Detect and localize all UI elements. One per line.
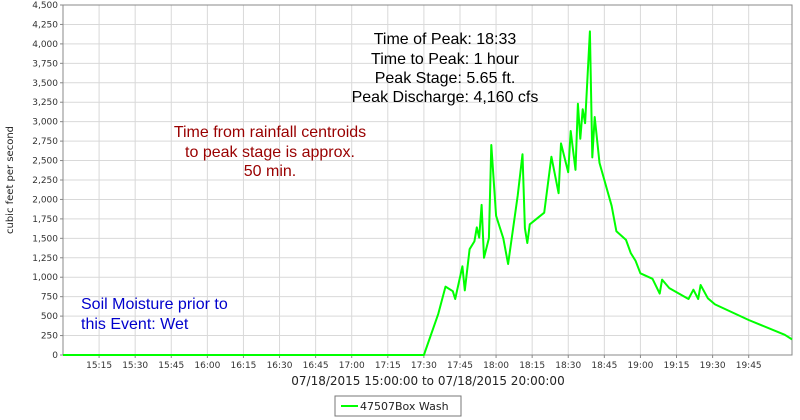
y-tick-label: 750 [41,293,58,303]
x-tick-label: 19:15 [664,361,690,371]
soil-annotation-line: Soil Moisture prior to [81,296,228,313]
x-tick-label: 17:15 [375,361,401,371]
x-tick-label: 17:45 [447,361,473,371]
y-tick-label: 4,250 [32,20,58,30]
y-tick-label: 1,750 [32,215,58,225]
soil-annotation: Soil Moisture prior to this Event: Wet [81,296,228,333]
y-tick-label: 3,250 [32,98,58,108]
y-tick-label: 250 [41,332,58,342]
y-tick-label: 4,500 [32,1,58,11]
rainfall-annotation-line: to peak stage is approx. [185,144,355,161]
y-tick-label: 3,000 [32,118,58,128]
soil-annotation-line: this Event: Wet [81,316,189,333]
y-axis-title: cubic feet per second [5,126,16,234]
y-tick-label: 0 [52,351,58,361]
y-tick-label: 2,000 [32,195,58,205]
x-tick-label: 15:15 [86,361,112,371]
y-tick-label: 500 [41,312,58,322]
y-tick-label: 1,000 [32,273,58,283]
x-tick-label: 19:45 [736,361,762,371]
y-tick-label: 1,500 [32,234,58,244]
x-tick-label: 16:45 [303,361,329,371]
x-tick-label: 17:30 [411,361,437,371]
legend-box [334,395,462,417]
y-axis: 0 250 500 750 1,000 1,250 1,500 1,750 2,000 2,250… [32,1,63,361]
y-tick-label: 3,750 [32,59,58,69]
y-tick-label: 2,500 [32,157,58,167]
rainfall-annotation: Time from rainfall centroids to peak sta… [174,124,366,180]
peak-annotation-line: Time of Peak: 18:33 [374,31,517,48]
y-tick-label: 4,000 [32,40,58,50]
y-tick-label: 3,500 [32,79,58,89]
x-axis: 15:15 15:30 15:45 16:00 16:15 16:30 16:45 17:00… [86,355,762,371]
rainfall-annotation-line: Time from rainfall centroids [174,124,366,141]
x-tick-label: 16:30 [267,361,293,371]
plot-frame [62,4,793,356]
x-tick-label: 18:45 [591,361,617,371]
x-tick-label: 19:00 [627,361,653,371]
y-tick-label: 2,750 [32,137,58,147]
peak-annotation: Time of Peak: 18:33 Time to Peak: 1 hour… [352,31,539,106]
peak-annotation-line: Peak Discharge: 4,160 cfs [352,89,539,106]
legend-label: 47507Box Wash [360,400,449,413]
legend: 47507Box Wash [334,395,462,417]
peak-annotation-line: Peak Stage: 5.65 ft. [375,70,516,87]
x-tick-label: 15:45 [158,361,184,371]
x-tick-label: 16:00 [194,361,220,371]
x-tick-label: 17:00 [339,361,365,371]
x-axis-title: 07/18/2015 15:00:00 to 07/18/2015 20:00:… [291,374,564,388]
x-tick-label: 15:30 [122,361,148,371]
x-tick-label: 19:30 [700,361,726,371]
y-tick-label: 2,250 [32,176,58,186]
peak-annotation-line: Time to Peak: 1 hour [371,51,520,68]
series-line [63,30,793,356]
y-tick-label: 1,250 [32,254,58,264]
x-tick-label: 18:15 [519,361,545,371]
rainfall-annotation-line: 50 min. [244,163,296,180]
x-tick-label: 18:00 [483,361,509,371]
x-tick-label: 16:15 [230,361,256,371]
grid [63,4,792,355]
x-tick-label: 18:30 [555,361,581,371]
